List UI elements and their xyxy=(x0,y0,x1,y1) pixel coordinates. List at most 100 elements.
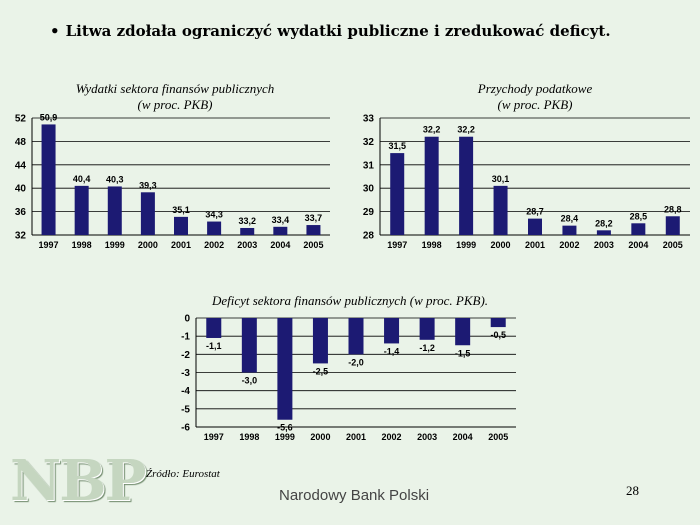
x-tick-label: 2001 xyxy=(525,240,545,250)
y-tick-label: -1 xyxy=(181,332,190,343)
x-tick-label: 2005 xyxy=(303,240,323,250)
source-note: Źródło: Eurostat xyxy=(146,468,220,480)
x-tick-label: 2003 xyxy=(594,240,614,250)
bar xyxy=(493,185,508,235)
data-label: -2,5 xyxy=(313,366,329,376)
y-tick-label: 44 xyxy=(15,160,27,171)
bar xyxy=(455,318,471,346)
y-tick-label: 31 xyxy=(363,160,375,171)
x-tick-label: 1998 xyxy=(239,432,259,442)
data-label: -1,4 xyxy=(384,346,400,356)
data-label: 28,7 xyxy=(526,207,544,217)
y-tick-label: 28 xyxy=(363,231,375,242)
bar xyxy=(631,223,646,235)
data-label: 39,3 xyxy=(139,180,157,190)
bar xyxy=(306,225,321,235)
data-label: 35,1 xyxy=(172,205,190,215)
data-label: 33,2 xyxy=(238,216,256,226)
chart-deficit-title: Deficyt sektora finansów publicznych (w … xyxy=(211,293,489,308)
data-label: 28,4 xyxy=(561,214,579,224)
y-tick-label: 30 xyxy=(363,184,375,195)
data-label: 30,1 xyxy=(492,174,510,184)
bar xyxy=(74,185,89,235)
bar xyxy=(596,230,611,235)
bar xyxy=(207,221,222,235)
bar xyxy=(312,318,328,364)
y-tick-label: 36 xyxy=(15,207,27,218)
data-label: 50,9 xyxy=(40,112,58,122)
y-tick-label: -4 xyxy=(181,386,190,397)
x-tick-label: 2000 xyxy=(138,240,158,250)
bar xyxy=(240,227,255,235)
x-tick-label: 1997 xyxy=(387,240,407,250)
y-tick-label: 52 xyxy=(15,114,27,125)
x-tick-label: 2004 xyxy=(270,240,290,250)
x-tick-label: 1999 xyxy=(456,240,476,250)
x-tick-label: 2004 xyxy=(628,240,648,250)
y-tick-label: -5 xyxy=(181,404,190,415)
y-tick-label: -3 xyxy=(181,368,190,379)
chart-expenditure-title: Wydatki sektora finansów publicznych xyxy=(75,81,275,96)
x-tick-label: 2002 xyxy=(559,240,579,250)
y-tick-label: 32 xyxy=(363,137,375,148)
data-label: -1,5 xyxy=(455,348,471,358)
x-tick-label: 2001 xyxy=(346,432,366,442)
bar xyxy=(206,318,222,338)
x-tick-label: 1999 xyxy=(105,240,125,250)
x-tick-label: 2004 xyxy=(453,432,473,442)
bar xyxy=(277,318,293,420)
bar xyxy=(241,318,257,373)
bar xyxy=(528,218,542,235)
chart-tax-revenue-subtitle: (w proc. PKB) xyxy=(497,97,573,112)
y-tick-label: 48 xyxy=(15,137,27,148)
y-tick-label: -2 xyxy=(181,350,190,361)
bar xyxy=(348,318,364,355)
x-tick-label: 2005 xyxy=(663,240,683,250)
data-label: 33,4 xyxy=(272,215,290,225)
bar xyxy=(107,186,122,235)
y-tick-label: 33 xyxy=(363,114,375,125)
bar xyxy=(419,318,435,340)
chart-tax-revenue-title-block: Przychody podatkowe (w proc. PKB) xyxy=(405,81,665,113)
headline-text: Litwa zdołała ograniczyć wydatki publicz… xyxy=(65,22,611,40)
data-label: 28,8 xyxy=(664,204,682,214)
x-tick-label: 2003 xyxy=(417,432,437,442)
x-tick-label: 2002 xyxy=(204,240,224,250)
footer-bank-name: Narodowy Bank Polski xyxy=(279,487,430,504)
nbp-logo: NBP xyxy=(10,448,147,514)
data-label: 31,5 xyxy=(388,141,406,151)
x-tick-label: 2002 xyxy=(382,432,402,442)
bar xyxy=(174,216,188,235)
page-number: 28 xyxy=(626,483,639,498)
data-label: -0,5 xyxy=(490,330,506,340)
data-label: 40,3 xyxy=(106,174,124,184)
chart-tax-revenue-title: Przychody podatkowe xyxy=(477,81,593,96)
x-tick-label: 1997 xyxy=(39,240,59,250)
data-label: 33,7 xyxy=(305,213,323,223)
bar xyxy=(273,226,288,235)
x-tick-label: 1998 xyxy=(422,240,442,250)
data-label: -2,0 xyxy=(348,357,364,367)
data-label: 32,2 xyxy=(423,125,441,135)
data-label: -1,1 xyxy=(206,341,222,351)
chart-expenditure-subtitle: (w proc. PKB) xyxy=(137,97,213,112)
chart-expenditure: 32 36 40 44 48 52 50,9 1997 40,4 1998 40,3 1999 39,3… xyxy=(15,112,330,250)
data-label: -5,6 xyxy=(277,423,293,433)
chart-deficit-title-block: Deficyt sektora finansów publicznych (w … xyxy=(170,293,530,309)
data-label: 32,2 xyxy=(457,125,475,135)
y-tick-label: 29 xyxy=(363,207,375,218)
data-label: -3,0 xyxy=(242,376,258,386)
y-tick-label: 32 xyxy=(15,231,27,242)
x-tick-label: 2000 xyxy=(491,240,511,250)
data-label: 28,2 xyxy=(595,218,613,228)
bar xyxy=(424,136,439,235)
x-tick-label: 1998 xyxy=(72,240,92,250)
chart-expenditure-title-block: Wydatki sektora finansów publicznych (w … xyxy=(40,81,310,113)
data-label: 28,5 xyxy=(630,211,648,221)
bar xyxy=(459,136,474,235)
data-label: 40,4 xyxy=(73,174,91,184)
y-tick-label: 40 xyxy=(15,184,27,195)
y-tick-label: -6 xyxy=(181,423,190,434)
